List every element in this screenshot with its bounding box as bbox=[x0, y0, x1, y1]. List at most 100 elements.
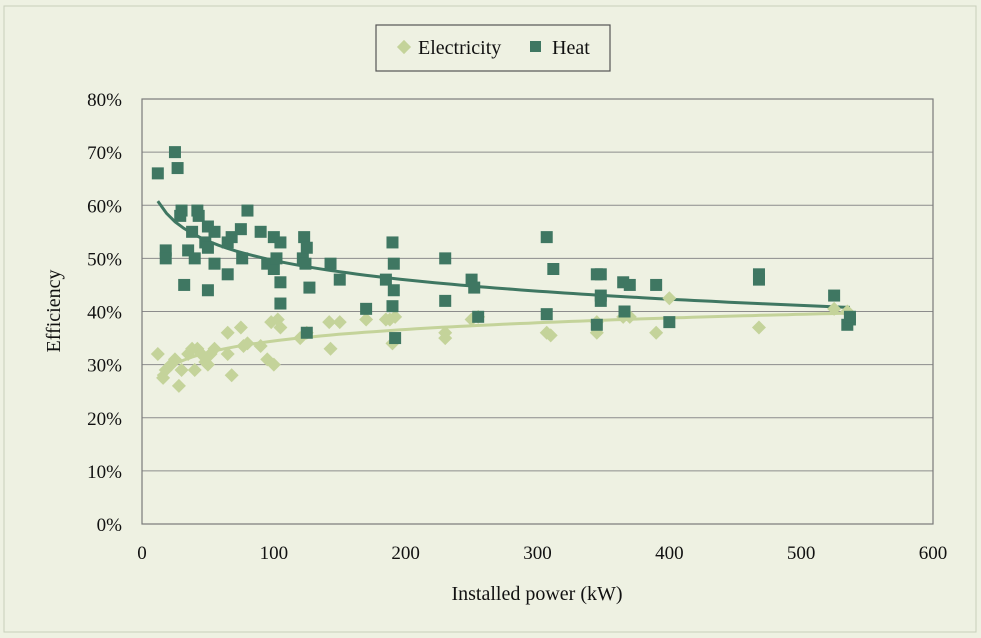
point-heat bbox=[254, 225, 267, 238]
plot-area-frame bbox=[141, 98, 934, 525]
point-electricity bbox=[322, 315, 337, 330]
y-tick-label: 60% bbox=[87, 196, 122, 217]
point-heat bbox=[192, 209, 205, 222]
legend-label-electricity: Electricity bbox=[418, 37, 501, 59]
point-electricity bbox=[150, 347, 165, 361]
point-electricity bbox=[220, 347, 235, 361]
point-heat bbox=[360, 302, 373, 315]
point-heat bbox=[274, 297, 287, 310]
x-tick-label: 500 bbox=[787, 543, 816, 564]
point-heat bbox=[843, 310, 856, 323]
y-tick-label: 10% bbox=[87, 462, 122, 483]
point-electricity bbox=[224, 368, 239, 383]
point-heat bbox=[267, 263, 280, 275]
point-electricity bbox=[662, 291, 677, 306]
point-electricity bbox=[266, 357, 281, 372]
point-heat bbox=[151, 167, 164, 180]
point-electricity bbox=[220, 325, 235, 340]
point-electricity bbox=[233, 320, 248, 335]
point-heat bbox=[300, 241, 313, 254]
point-heat bbox=[618, 305, 631, 318]
x-tick-label: 100 bbox=[260, 543, 289, 564]
point-heat bbox=[540, 308, 553, 321]
point-heat bbox=[650, 278, 663, 291]
y-tick-label: 20% bbox=[87, 409, 122, 430]
legend-marker-electricity bbox=[396, 39, 412, 55]
point-heat bbox=[201, 284, 214, 297]
y-tick-label: 0% bbox=[97, 515, 123, 536]
point-heat bbox=[298, 231, 311, 244]
x-axis-title: Installed power (kW) bbox=[451, 583, 622, 605]
point-heat bbox=[324, 257, 337, 270]
point-heat bbox=[387, 284, 400, 297]
point-heat bbox=[208, 225, 221, 238]
point-electricity bbox=[827, 301, 842, 316]
point-electricity bbox=[543, 328, 558, 343]
point-heat bbox=[590, 318, 603, 331]
trendline-electricity bbox=[156, 311, 848, 378]
point-electricity bbox=[207, 341, 222, 356]
point-heat bbox=[828, 289, 841, 302]
point-heat bbox=[159, 252, 172, 265]
point-heat bbox=[225, 231, 238, 244]
point-heat bbox=[333, 273, 346, 286]
point-heat bbox=[594, 268, 607, 281]
x-tick-label: 0 bbox=[137, 543, 147, 564]
x-tick-label: 400 bbox=[655, 543, 684, 564]
y-tick-label: 50% bbox=[87, 249, 122, 270]
point-heat bbox=[439, 294, 452, 307]
point-heat bbox=[299, 257, 312, 270]
x-tick-label: 600 bbox=[919, 543, 948, 564]
point-electricity bbox=[751, 320, 766, 335]
point-electricity bbox=[332, 315, 347, 330]
point-heat bbox=[389, 332, 402, 345]
legend-marker-heat bbox=[530, 41, 541, 52]
point-heat bbox=[752, 273, 765, 286]
point-heat bbox=[236, 252, 249, 265]
point-heat bbox=[208, 257, 221, 270]
point-electricity bbox=[167, 352, 182, 367]
point-electricity bbox=[174, 362, 189, 377]
point-heat bbox=[468, 281, 481, 294]
legend-label-heat: Heat bbox=[552, 37, 590, 59]
y-tick-label: 80% bbox=[87, 90, 122, 111]
point-electricity bbox=[200, 357, 215, 372]
point-electricity bbox=[359, 312, 374, 327]
point-heat bbox=[234, 223, 247, 236]
point-heat bbox=[547, 263, 560, 275]
point-electricity bbox=[253, 339, 268, 354]
x-tick-labels: 0 100 200 300 400 500 600 bbox=[137, 543, 947, 564]
point-heat bbox=[540, 231, 553, 244]
point-heat bbox=[303, 281, 316, 294]
y-axis-title: Efficiency bbox=[43, 270, 65, 353]
point-heat bbox=[300, 326, 313, 339]
point-heat bbox=[188, 252, 201, 265]
point-electricity bbox=[240, 336, 255, 351]
x-tick-label: 200 bbox=[391, 543, 420, 564]
point-heat bbox=[379, 273, 392, 286]
y-tick-labels: 0% 10% 20% 30% 40% 50% 60% 70% 80% bbox=[87, 90, 122, 536]
point-heat bbox=[439, 252, 452, 265]
point-heat bbox=[221, 268, 234, 281]
point-electricity bbox=[187, 362, 202, 377]
point-heat bbox=[387, 257, 400, 270]
point-heat bbox=[270, 252, 283, 265]
point-heat bbox=[663, 316, 676, 329]
x-tick-label: 300 bbox=[523, 543, 552, 564]
chart-border bbox=[3, 5, 977, 633]
point-electricity bbox=[323, 341, 338, 356]
point-electricity bbox=[438, 331, 453, 346]
point-heat bbox=[171, 162, 184, 175]
point-electricity bbox=[171, 378, 186, 393]
point-electricity bbox=[649, 325, 664, 340]
point-electricity bbox=[273, 320, 288, 335]
data-points bbox=[150, 146, 856, 393]
y-tick-label: 40% bbox=[87, 303, 122, 324]
point-heat bbox=[175, 204, 188, 217]
y-tick-label: 70% bbox=[87, 143, 122, 164]
legend-box bbox=[375, 24, 611, 72]
point-heat bbox=[623, 278, 636, 291]
point-heat bbox=[472, 310, 485, 323]
point-heat bbox=[168, 146, 181, 159]
